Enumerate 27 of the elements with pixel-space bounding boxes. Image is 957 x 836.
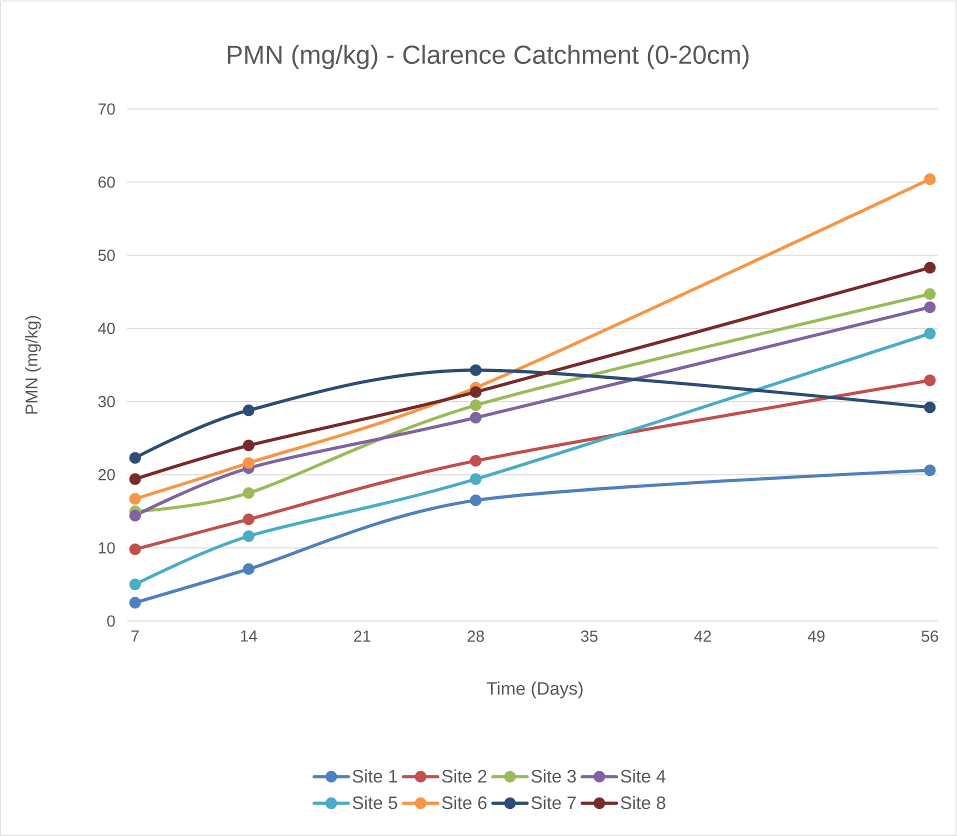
legend-label: Site 7 bbox=[531, 796, 576, 810]
y-tick-label: 10 bbox=[98, 542, 115, 554]
x-tick-label: 35 bbox=[580, 630, 598, 642]
legend-label: Site 3 bbox=[531, 769, 576, 783]
y-axis-title: PMN (mg/kg) bbox=[25, 316, 41, 414]
chart-title: PMN (mg/kg) - Clarence Catchment (0-20cm) bbox=[228, 44, 749, 70]
x-tick-label: 42 bbox=[694, 630, 711, 642]
x-tick-label: 49 bbox=[808, 630, 824, 642]
y-tick-label: 40 bbox=[98, 322, 115, 334]
y-tick-label: 50 bbox=[98, 250, 115, 261]
x-tick-label: 28 bbox=[468, 630, 484, 642]
legend-label: Site 4 bbox=[620, 769, 666, 783]
y-tick-label: 60 bbox=[98, 176, 115, 188]
x-tick-label: 21 bbox=[354, 630, 370, 642]
legend-label: Site 5 bbox=[352, 796, 398, 810]
legend-label: Site 2 bbox=[442, 769, 486, 783]
x-axis-title: Time (Days) bbox=[486, 682, 583, 698]
x-tick-label: 14 bbox=[240, 630, 258, 642]
x-tick-label: 7 bbox=[131, 630, 139, 642]
y-tick-label: 70 bbox=[98, 103, 115, 115]
x-tick-label: 56 bbox=[922, 630, 938, 642]
y-tick-label: 20 bbox=[98, 469, 115, 480]
y-tick-label: 30 bbox=[98, 396, 115, 408]
legend-label: Site 1 bbox=[352, 769, 398, 783]
legend-label: Site 8 bbox=[620, 796, 666, 810]
legend-label: Site 6 bbox=[442, 796, 487, 810]
y-tick-label: 0 bbox=[107, 615, 115, 627]
